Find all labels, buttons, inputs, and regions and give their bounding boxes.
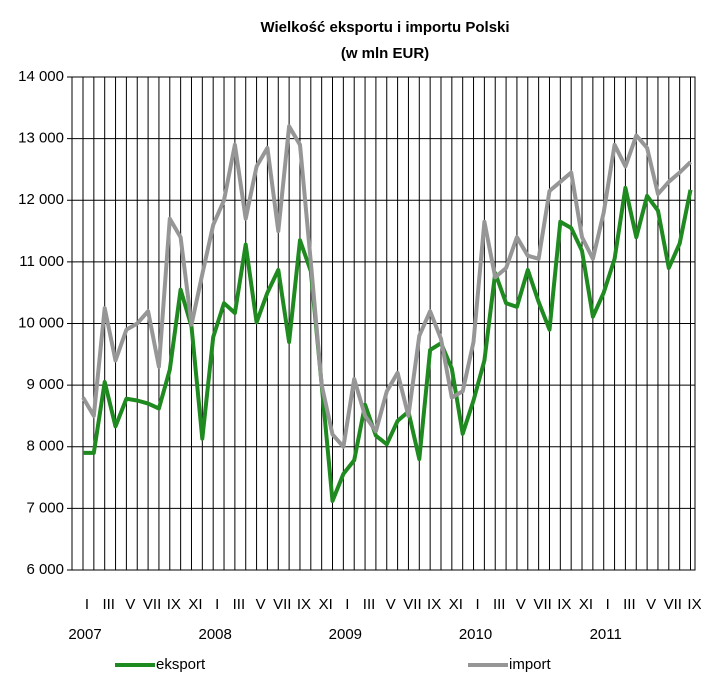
y-tick-label: 8 000 <box>26 438 64 455</box>
x-tick-label: V <box>256 596 266 613</box>
series-line <box>81 124 692 449</box>
year-label: 2008 <box>198 626 231 643</box>
y-tick-label: 11 000 <box>19 253 64 270</box>
x-tick-label: VII <box>273 596 291 613</box>
x-tick-label: I <box>606 596 610 613</box>
y-tick-label: 10 000 <box>18 314 64 331</box>
x-tick-label: I <box>215 596 219 613</box>
series-line <box>83 185 693 503</box>
year-label: 2011 <box>590 626 622 643</box>
year-label: 2010 <box>459 626 492 643</box>
y-tick-label: 9 000 <box>26 376 64 393</box>
chart-title: Wielkość eksportu i importu Polski <box>260 19 509 36</box>
y-tick-label: 7 000 <box>26 499 64 516</box>
legend-label: eksport <box>156 656 206 673</box>
x-tick-label: I <box>475 596 479 613</box>
x-tick-label: XI <box>449 596 463 613</box>
x-tick-label: XI <box>579 596 593 613</box>
plot-border <box>71 76 696 571</box>
x-tick-label: III <box>493 596 506 613</box>
x-tick-label: VII <box>533 596 551 613</box>
y-tick-label: 6 000 <box>26 561 64 578</box>
x-tick-label: VII <box>664 596 682 613</box>
x-tick-label: XI <box>188 596 202 613</box>
x-tick-label: I <box>345 596 349 613</box>
x-tick-label: IX <box>557 596 571 613</box>
x-tick-label: V <box>646 596 656 613</box>
x-tick-label: III <box>363 596 376 613</box>
year-label: 2009 <box>329 626 362 643</box>
x-tick-label: VII <box>403 596 421 613</box>
x-tick-label: IX <box>427 596 441 613</box>
x-tick-label: V <box>125 596 135 613</box>
x-tick-label: III <box>102 596 115 613</box>
y-tick-label: 12 000 <box>18 191 64 208</box>
x-tick-label: III <box>623 596 636 613</box>
x-tick-label: V <box>516 596 526 613</box>
x-tick-label: IX <box>297 596 311 613</box>
x-tick-label: V <box>386 596 396 613</box>
x-tick-label: VII <box>143 596 161 613</box>
y-tick-label: 14 000 <box>18 68 64 85</box>
x-tick-label: III <box>233 596 246 613</box>
chart-subtitle: (w mln EUR) <box>341 45 429 62</box>
x-tick-label: IX <box>687 596 701 613</box>
legend-label: import <box>509 656 552 673</box>
year-label: 2007 <box>68 626 101 643</box>
x-tick-label: XI <box>319 596 333 613</box>
x-tick-label: I <box>85 596 89 613</box>
x-tick-label: IX <box>167 596 181 613</box>
y-tick-label: 13 000 <box>18 130 64 147</box>
